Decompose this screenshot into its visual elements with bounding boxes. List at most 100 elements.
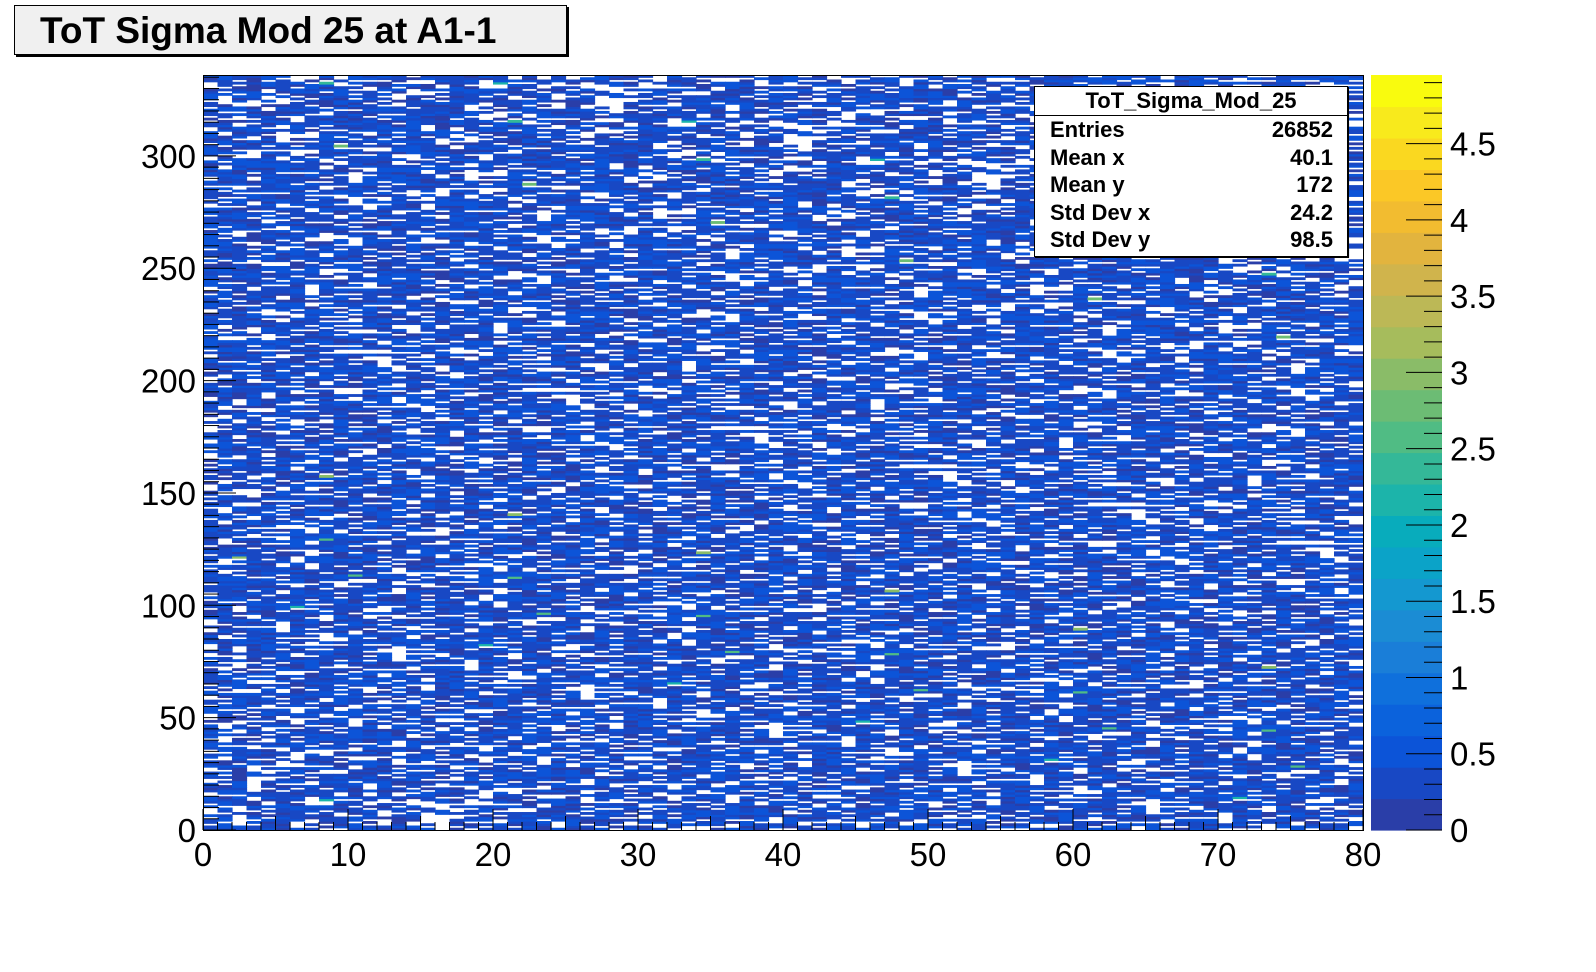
heatmap-cell [304,380,320,384]
heatmap-cell [290,337,306,341]
heatmap-cell [261,481,277,485]
heatmap-cell [275,367,291,370]
heatmap-cell [275,654,291,658]
heatmap-cell [246,128,262,132]
heatmap-cell [348,537,364,541]
heatmap-cell [406,479,422,483]
heatmap-cell [261,306,277,310]
heatmap-cell [217,504,233,508]
heatmap-cell [391,180,407,184]
heatmap-cell [348,205,364,209]
heatmap-cell [348,194,364,197]
heatmap-cell [493,647,509,651]
heatmap-cell [391,407,407,411]
heatmap-cell [406,140,422,144]
heatmap-cell [217,647,233,651]
heatmap-cell [232,695,248,699]
heatmap-cell [261,537,277,541]
heatmap-cell [319,412,335,415]
heatmap-cell [348,232,364,236]
heatmap-cell [507,764,523,768]
heatmap-cell [435,708,451,712]
heatmap-cell [377,472,393,476]
heatmap-cell [377,468,393,472]
heatmap-cell [261,814,277,818]
heatmap-cell [391,728,407,732]
heatmap-cell [333,104,349,108]
heatmap-cell [420,690,436,694]
heatmap-cell [406,378,422,382]
heatmap-cell [246,358,262,361]
heatmap-cell [362,670,378,674]
heatmap-cell [261,773,277,777]
heatmap-cell [333,625,349,629]
heatmap-cell [406,618,422,622]
heatmap-cell [232,259,248,263]
heatmap-cell [232,798,248,802]
heatmap-cell [377,454,393,458]
heatmap-cell [377,214,393,218]
heatmap-cell [203,477,219,481]
heatmap-cell [232,510,248,514]
heatmap-cell [246,434,262,438]
heatmap-cell [333,540,349,543]
heatmap-cell [362,544,378,548]
heatmap-cell [333,746,349,750]
heatmap-cell [275,683,291,687]
heatmap-cell [362,389,378,393]
heatmap-cell [232,578,248,582]
plot-title: ToT Sigma Mod 25 at A1-1 [40,10,497,51]
heatmap-cell [406,755,422,759]
heatmap-cell [203,146,219,150]
heatmap-cell [406,225,422,229]
heatmap-cell [246,636,262,640]
heatmap-cell [478,560,494,564]
heatmap-cell [319,755,335,759]
heatmap-cell [464,189,480,193]
heatmap-cell [290,479,306,483]
heatmap-cell [391,477,407,481]
heatmap-cell [406,263,422,267]
heatmap-cell [333,470,349,474]
heatmap-cell [348,501,364,505]
heatmap-cell [232,142,248,146]
heatmap-cell [449,697,465,701]
heatmap-cell [493,234,509,238]
heatmap-cell [319,589,335,593]
heatmap-cell [304,591,320,595]
heatmap-cell [406,643,422,647]
heatmap-cell [203,497,219,501]
heatmap-cell [275,722,291,725]
heatmap-cell [304,322,320,326]
heatmap-cell [362,113,378,117]
heatmap-cell [232,128,248,132]
heatmap-cell [203,218,219,222]
heatmap-cell [449,378,465,382]
heatmap-cell [319,171,335,175]
heatmap-cell [261,155,277,159]
heatmap-cell [377,176,393,179]
heatmap-cell [333,295,349,299]
heatmap-cell [232,268,248,272]
heatmap-cell [362,558,378,561]
heatmap-cell [304,533,320,537]
heatmap-cell [333,710,349,714]
heatmap-cell [449,149,465,152]
heatmap-cell [362,194,378,197]
heatmap-cell [493,785,509,788]
heatmap-cell [319,612,335,615]
heatmap-cell [493,108,509,112]
heatmap-cell [333,212,349,215]
heatmap-cell [449,634,465,638]
heatmap-cell [203,760,219,764]
heatmap-cell [261,677,277,681]
heatmap-cell [203,753,219,757]
heatmap-cell [232,254,248,258]
heatmap-cell [290,665,306,669]
heatmap-cell [261,135,277,139]
heatmap-cell [203,79,219,83]
heatmap-cell [319,200,335,204]
heatmap-cell [232,158,248,161]
heatmap-cell [232,782,248,786]
heatmap-cell [304,319,320,323]
